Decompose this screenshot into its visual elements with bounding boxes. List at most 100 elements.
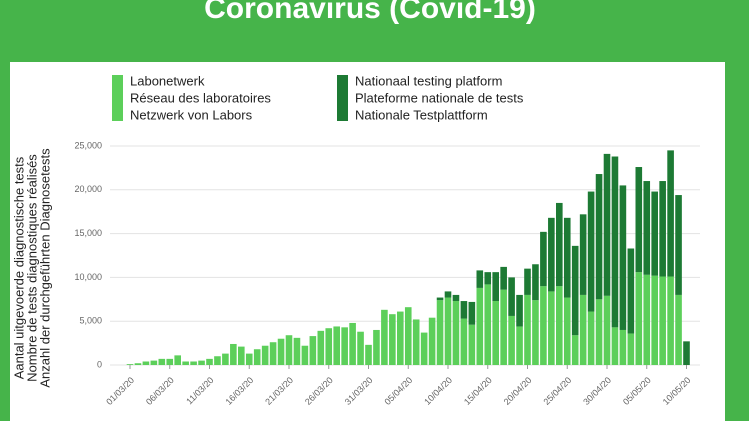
- bar-segment: [500, 266, 507, 290]
- bar-segment: [158, 358, 166, 365]
- bar-segment: [532, 264, 539, 301]
- bar-segment: [190, 361, 197, 365]
- bar-segment: [166, 358, 174, 365]
- bar-segment: [579, 294, 587, 365]
- bar-segment: [381, 309, 388, 365]
- bar-segment: [579, 214, 587, 295]
- bar-segment: [675, 195, 682, 295]
- bar-segment: [635, 272, 643, 365]
- bar-segment: [365, 344, 372, 365]
- legend-label: Nationaal testing platform: [355, 73, 502, 88]
- bar-segment: [476, 287, 484, 365]
- bar-segment: [571, 245, 579, 336]
- bar-segment: [532, 300, 539, 365]
- bar-segment: [476, 270, 484, 288]
- bar-segment: [635, 167, 643, 273]
- bar-segment: [468, 301, 476, 325]
- bar-segment: [317, 330, 325, 365]
- bar-segment: [595, 299, 603, 365]
- bar-segment: [373, 329, 380, 365]
- bar-segment: [397, 311, 404, 365]
- bar-segment: [643, 274, 651, 365]
- y-axis-title: Anzahl der durchgeführten Diagnosetests: [37, 148, 52, 388]
- legend-label: Nationale Testplattform: [355, 107, 488, 122]
- bar-segment: [627, 248, 635, 334]
- y-tick-label: 10,000: [74, 272, 102, 282]
- bar-segment: [651, 275, 658, 365]
- bar-segment: [349, 322, 356, 365]
- bar-segment: [452, 301, 460, 365]
- bar-segment: [587, 311, 595, 365]
- bar-segment: [587, 191, 595, 312]
- chart-title: Coronavirus (Covid-19): [204, 0, 536, 25]
- bar-segment: [659, 181, 666, 277]
- bar-segment: [245, 353, 253, 365]
- bar-segment: [126, 364, 134, 365]
- bar-segment: [508, 315, 515, 365]
- bar-segment: [540, 231, 547, 287]
- bar-segment: [603, 153, 611, 296]
- bar-segment: [182, 361, 189, 365]
- y-tick-label: 20,000: [74, 184, 102, 194]
- bar-segment: [261, 345, 269, 365]
- legend-swatch: [337, 75, 348, 121]
- legend-label: Netzwerk von Labors: [130, 107, 253, 122]
- bar-segment: [667, 276, 674, 365]
- bar-segment: [675, 294, 682, 365]
- bar-segment: [492, 301, 499, 365]
- bar-segment: [603, 295, 611, 365]
- bar-segment: [508, 277, 515, 316]
- bar-segment: [643, 181, 651, 275]
- bar-segment: [460, 318, 468, 365]
- bar-segment: [404, 307, 412, 365]
- bar-segment: [214, 356, 221, 365]
- y-axis-title: Nombre de tests diagnostiques réalisés: [24, 154, 39, 382]
- bar-segment: [222, 353, 229, 365]
- bar-segment: [412, 319, 420, 365]
- bar-segment: [563, 217, 571, 298]
- bar-segment: [516, 294, 523, 327]
- bar-segment: [516, 326, 523, 365]
- bar-segment: [277, 338, 285, 365]
- bar-segment: [595, 174, 603, 300]
- y-tick-label: 15,000: [74, 228, 102, 238]
- bar-segment: [563, 297, 571, 365]
- bar-segment: [444, 291, 452, 298]
- bar-segment: [548, 291, 555, 365]
- y-axis-title: Aantal uitgevoerde diagnostische tests: [11, 156, 26, 379]
- bar-segment: [436, 300, 444, 365]
- bar-segment: [341, 327, 348, 365]
- bar-segment: [627, 333, 635, 365]
- bar-segment: [444, 297, 452, 365]
- legend-label: Labonetwerk: [130, 73, 205, 88]
- legend-label: Réseau des laboratoires: [130, 90, 271, 105]
- bar-segment: [619, 185, 627, 330]
- bar-segment: [301, 345, 309, 365]
- bar-segment: [206, 358, 213, 365]
- bar-segment: [420, 332, 428, 365]
- legend-label: Plateforme nationale de tests: [355, 90, 524, 105]
- bar-segment: [230, 343, 237, 365]
- bar-segment: [556, 202, 563, 287]
- bar-segment: [571, 335, 579, 365]
- bar-segment: [500, 289, 507, 365]
- bar-segment: [325, 328, 333, 365]
- bar-segment: [484, 272, 492, 285]
- bar-segment: [389, 314, 396, 365]
- bar-segment: [293, 337, 301, 365]
- bar-segment: [484, 284, 492, 365]
- bar-segment: [333, 326, 340, 365]
- bar-segment: [651, 191, 658, 276]
- bar-segment: [285, 335, 293, 365]
- bar-segment: [238, 346, 245, 365]
- bar-segment: [452, 294, 460, 302]
- legend-swatch: [112, 75, 123, 121]
- bar-segment: [309, 336, 317, 365]
- y-tick-label: 5,000: [79, 316, 102, 326]
- bar-segment: [667, 150, 674, 277]
- bar-segment: [198, 360, 205, 365]
- bar-segment: [556, 286, 563, 365]
- bar-segment: [548, 217, 555, 292]
- bar-segment: [150, 360, 158, 365]
